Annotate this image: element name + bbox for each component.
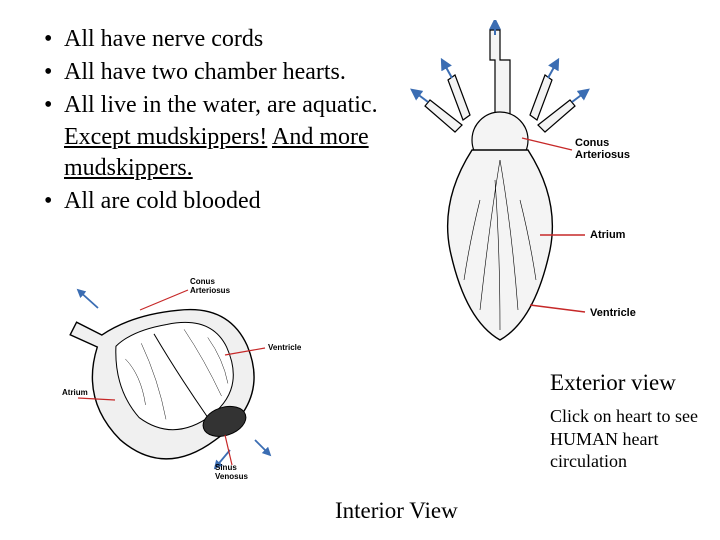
bullet-dot-icon: •	[40, 186, 64, 217]
list-item: • All live in the water, are aquatic. Ex…	[40, 90, 380, 184]
list-text-pre: All live in the water, are aquatic.	[64, 92, 378, 118]
list-item-text: All live in the water, are aquatic. Exce…	[64, 90, 380, 184]
label-conus-int: ConusArteriosus	[190, 277, 231, 295]
label-ventricle: Ventricle	[590, 307, 636, 319]
exterior-view-caption: Exterior view	[550, 370, 676, 396]
bullet-dot-icon: •	[40, 90, 64, 184]
mudskippers-link[interactable]: Except mudskippers!	[64, 124, 267, 150]
exterior-heart-svg: ConusArteriosus Atrium Ventricle	[400, 20, 640, 360]
list-item: • All have nerve cords	[40, 24, 380, 55]
label-atrium: Atrium	[590, 229, 626, 241]
fish-characteristics-list: • All have nerve cords • All have two ch…	[40, 24, 380, 219]
click-instruction: Click on heart to see HUMAN heart circul…	[550, 405, 710, 473]
label-sinus-int: SinusVenosus	[215, 463, 248, 480]
exterior-heart-diagram[interactable]: ConusArteriosus Atrium Ventricle	[400, 20, 640, 360]
list-item-text: All are cold blooded	[64, 186, 380, 217]
list-item-text: All have nerve cords	[64, 24, 380, 55]
label-atrium-int: Atrium	[62, 388, 88, 397]
bullet-dot-icon: •	[40, 57, 64, 88]
interior-view-caption: Interior View	[335, 498, 458, 524]
interior-heart-svg: ConusArteriosus Ventricle Atrium SinusVe…	[60, 270, 320, 480]
label-ventricle-int: Ventricle	[268, 343, 302, 352]
list-item: • All have two chamber hearts.	[40, 57, 380, 88]
list-item-text: All have two chamber hearts.	[64, 57, 380, 88]
interior-heart-diagram[interactable]: ConusArteriosus Ventricle Atrium SinusVe…	[60, 270, 320, 480]
bullet-dot-icon: •	[40, 24, 64, 55]
label-conus: ConusArteriosus	[575, 137, 630, 161]
list-item: • All are cold blooded	[40, 186, 380, 217]
